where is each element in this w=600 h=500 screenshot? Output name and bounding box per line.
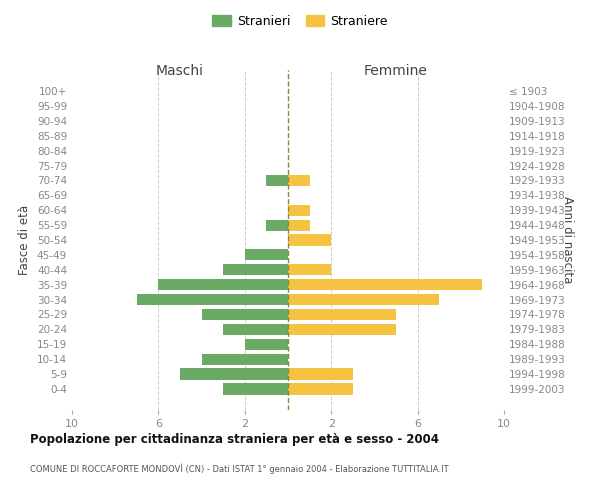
Bar: [158, 279, 288, 290]
Bar: [288, 264, 331, 276]
Bar: [288, 175, 310, 186]
Text: Popolazione per cittadinanza straniera per età e sesso - 2004: Popolazione per cittadinanza straniera p…: [30, 432, 439, 446]
Text: Maschi: Maschi: [156, 64, 204, 78]
Bar: [288, 234, 331, 246]
Bar: [288, 220, 310, 230]
Y-axis label: Anni di nascita: Anni di nascita: [561, 196, 574, 284]
Bar: [266, 175, 288, 186]
Legend: Stranieri, Straniere: Stranieri, Straniere: [208, 11, 392, 32]
Text: Femmine: Femmine: [364, 64, 428, 78]
Text: COMUNE DI ROCCAFORTE MONDOVÌ (CN) - Dati ISTAT 1° gennaio 2004 - Elaborazione TU: COMUNE DI ROCCAFORTE MONDOVÌ (CN) - Dati…: [30, 464, 449, 474]
Bar: [288, 368, 353, 380]
Y-axis label: Fasce di età: Fasce di età: [19, 205, 31, 275]
Bar: [223, 324, 288, 335]
Bar: [223, 264, 288, 276]
Bar: [288, 384, 353, 394]
Bar: [288, 309, 396, 320]
Bar: [288, 204, 310, 216]
Bar: [180, 368, 288, 380]
Bar: [266, 220, 288, 230]
Bar: [288, 324, 396, 335]
Bar: [245, 250, 288, 260]
Bar: [202, 354, 288, 365]
Bar: [223, 384, 288, 394]
Bar: [137, 294, 288, 305]
Bar: [288, 294, 439, 305]
Bar: [245, 338, 288, 350]
Bar: [288, 279, 482, 290]
Bar: [202, 309, 288, 320]
